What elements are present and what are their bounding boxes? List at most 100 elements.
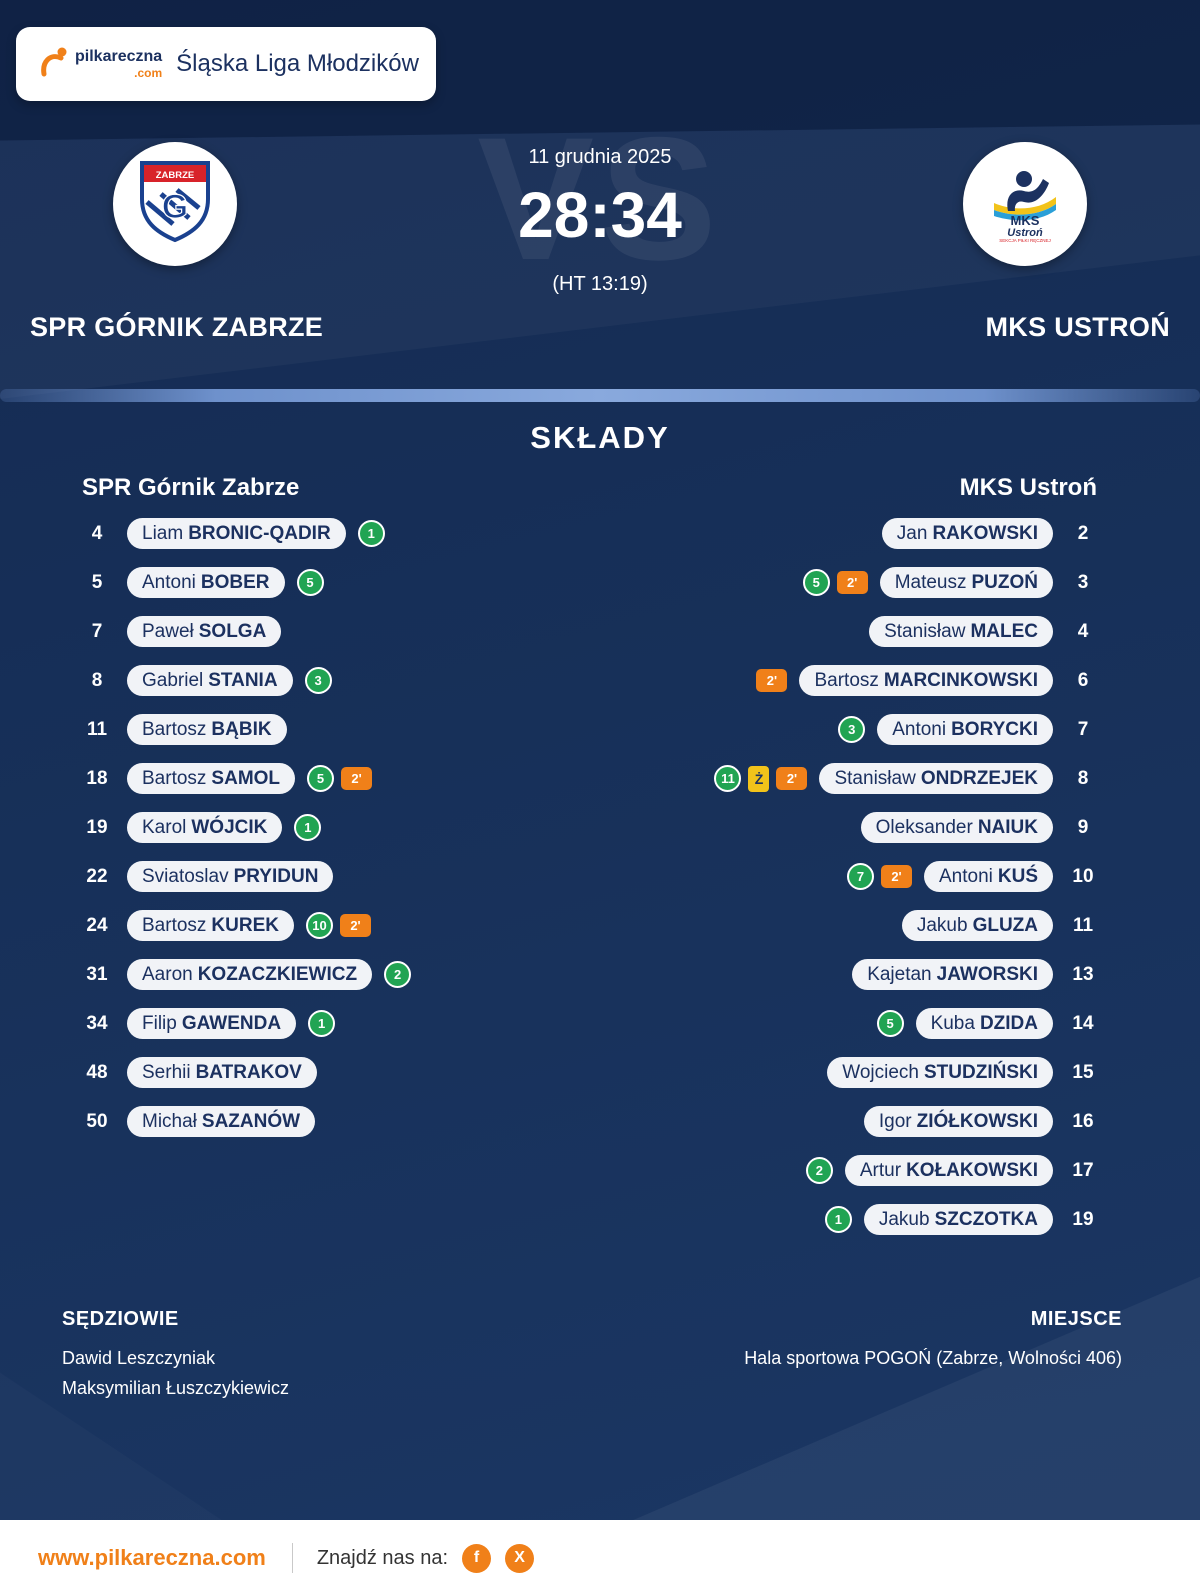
goals-badge: 5: [802, 569, 830, 596]
player-number: 9: [1077, 816, 1089, 838]
player-first-name: Aaron: [142, 963, 193, 985]
player-name-pill: Bartosz SAMOL: [127, 763, 296, 794]
player-name-pill: Wojciech STUDZIŃSKI: [827, 1057, 1053, 1088]
player-name-pill: Antoni BOBER: [127, 567, 285, 598]
player-name-pill: Sviatoslav PRYIDUN: [127, 861, 334, 892]
player-row: 5 2' Mateusz PUZOŃ 3: [600, 558, 1200, 607]
player-row: 2' Bartosz MARCINKOWSKI 6: [600, 656, 1200, 705]
player-row: 5 Kuba DZIDA 14: [600, 999, 1200, 1048]
x-icon[interactable]: X: [505, 1543, 535, 1573]
player-last-name: BRONIC-QADIR: [188, 522, 331, 544]
player-last-name: MARCINKOWSKI: [883, 669, 1038, 691]
player-last-name: KOZACZKIEWICZ: [197, 963, 358, 985]
player-first-name: Filip: [142, 1012, 177, 1034]
rosters: 4 Liam BRONIC-QADIR 1 5 Antoni BOBER 5 7 Paweł SOL…: [0, 509, 1200, 1244]
player-first-name: Bartosz: [142, 914, 207, 936]
player-number: 7: [91, 620, 103, 642]
player-badges: 10 2': [305, 912, 371, 939]
goals-badge: 1: [357, 520, 385, 547]
player-last-name: KUREK: [211, 914, 279, 936]
player-name-pill: Gabriel STANIA: [127, 665, 293, 696]
player-name-pill: Mateusz PUZOŃ: [879, 567, 1053, 598]
section-divider: [0, 389, 1200, 402]
player-number: 19: [1072, 1208, 1094, 1230]
player-badges: 5 2': [307, 765, 373, 792]
player-last-name: STUDZIŃSKI: [924, 1061, 1038, 1083]
player-row: Jakub GLUZA 11: [600, 901, 1200, 950]
goals-badge: 1: [824, 1206, 852, 1233]
goals-badge: 11: [714, 765, 742, 792]
player-number: 6: [1077, 669, 1089, 691]
player-badges: 2: [805, 1157, 833, 1184]
player-first-name: Michał: [142, 1110, 197, 1132]
goals-badge: 7: [847, 863, 874, 890]
player-first-name: Igor: [878, 1110, 912, 1132]
player-last-name: SAMOL: [211, 767, 281, 789]
home-team-name: SPR GÓRNIK ZABRZE: [30, 312, 324, 342]
player-number: 18: [86, 767, 108, 789]
player-row: 1 Jakub SZCZOTKA 19: [600, 1195, 1200, 1244]
player-first-name: Mateusz: [894, 571, 967, 593]
league-card: pilkareczna .com Śląska Liga Młodzików: [16, 27, 436, 101]
player-row: 31 Aaron KOZACZKIEWICZ 2: [0, 950, 600, 999]
goals-badge: 2: [805, 1157, 833, 1184]
player-last-name: BATRAKOV: [195, 1061, 302, 1083]
facebook-icon[interactable]: f: [462, 1543, 492, 1573]
league-title: Śląska Liga Młodzików: [176, 50, 419, 77]
referee-name: Maksymilian Łuszczykiewicz: [62, 1378, 290, 1398]
goals-badge: 5: [307, 765, 335, 792]
player-last-name: GAWENDA: [181, 1012, 282, 1034]
away-roster-header: MKS Ustroń: [959, 474, 1097, 501]
two-minute-badge: 2': [881, 865, 912, 888]
brand-suffix: .com: [134, 66, 163, 80]
player-name-pill: Kajetan JAWORSKI: [852, 959, 1053, 990]
venue-label: MIEJSCE: [1030, 1308, 1122, 1330]
website-link[interactable]: www.pilkareczna.com: [38, 1545, 266, 1570]
player-last-name: SAZANÓW: [201, 1110, 301, 1132]
player-last-name: SZCZOTKA: [934, 1208, 1038, 1230]
player-name-pill: Antoni BORYCKI: [877, 714, 1053, 745]
player-first-name: Paweł: [142, 620, 194, 642]
player-name-pill: Igor ZIÓŁKOWSKI: [863, 1106, 1053, 1137]
player-badges: 11 Ż 2': [714, 765, 808, 792]
player-first-name: Antoni: [892, 718, 947, 740]
player-row: Igor ZIÓŁKOWSKI 16: [600, 1097, 1200, 1146]
player-first-name: Bartosz: [142, 718, 207, 740]
away-roster: Jan RAKOWSKI 2 5 2' Mateusz PUZOŃ 3 Stanisław MAL…: [600, 509, 1200, 1244]
svg-text:ZABRZE: ZABRZE: [156, 170, 195, 181]
player-last-name: ZIÓŁKOWSKI: [916, 1110, 1038, 1132]
pilkareczna-icon: [40, 46, 70, 83]
goals-badge: 3: [838, 716, 866, 743]
player-first-name: Antoni: [142, 571, 196, 593]
player-last-name: KOŁAKOWSKI: [906, 1159, 1038, 1181]
home-roster-header: SPR Górnik Zabrze: [82, 474, 300, 501]
player-last-name: KUŚ: [997, 865, 1038, 887]
away-team-name: MKS USTROŃ: [985, 312, 1170, 342]
player-name-pill: Paweł SOLGA: [127, 616, 282, 647]
player-number: 5: [91, 571, 103, 593]
team-names-row: SPR GÓRNIK ZABRZE MKS USTROŃ: [30, 312, 1170, 343]
player-name-pill: Jakub GLUZA: [901, 910, 1053, 941]
goals-badge: 5: [876, 1010, 904, 1037]
pilkareczna-logo: pilkareczna .com: [40, 46, 162, 83]
player-first-name: Artur: [859, 1159, 902, 1181]
player-last-name: WÓJCIK: [191, 816, 268, 838]
player-badges: 2': [756, 669, 788, 692]
player-row: 34 Filip GAWENDA 1: [0, 999, 600, 1048]
player-name-pill: Oleksander NAIUK: [860, 812, 1053, 843]
player-badges: 5: [296, 569, 324, 596]
goals-badge: 1: [308, 1010, 336, 1037]
player-name-pill: Jan RAKOWSKI: [881, 518, 1053, 549]
player-first-name: Kuba: [930, 1012, 975, 1034]
social-label: Znajdź nas na:: [316, 1546, 449, 1569]
player-name-pill: Serhii BATRAKOV: [127, 1057, 317, 1088]
svg-text:SEKCJA PIŁKI RĘCZNEJ: SEKCJA PIŁKI RĘCZNEJ: [999, 238, 1051, 243]
player-number: 14: [1072, 1012, 1094, 1034]
player-name-pill: Artur KOŁAKOWSKI: [844, 1155, 1053, 1186]
yellow-card-badge: Ż: [748, 765, 770, 792]
goals-badge: 2: [384, 961, 412, 988]
player-badges: 2: [384, 961, 412, 988]
player-row: 22 Sviatoslav PRYIDUN: [0, 852, 600, 901]
player-first-name: Bartosz: [814, 669, 879, 691]
player-name-pill: Antoni KUŚ: [924, 861, 1053, 892]
